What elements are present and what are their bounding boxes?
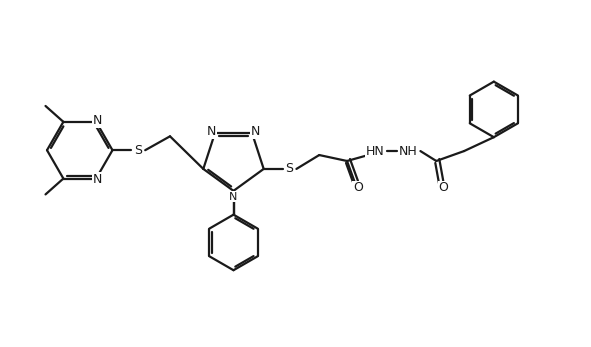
Text: N: N bbox=[207, 125, 216, 138]
Text: N: N bbox=[92, 173, 102, 186]
Text: N: N bbox=[229, 192, 238, 202]
Text: N: N bbox=[92, 115, 102, 127]
Text: N: N bbox=[251, 125, 260, 138]
Text: O: O bbox=[439, 181, 448, 194]
Text: O: O bbox=[353, 181, 363, 194]
Text: NH: NH bbox=[399, 145, 418, 158]
Text: S: S bbox=[285, 162, 294, 176]
Text: HN: HN bbox=[365, 145, 384, 158]
Text: S: S bbox=[134, 144, 142, 157]
